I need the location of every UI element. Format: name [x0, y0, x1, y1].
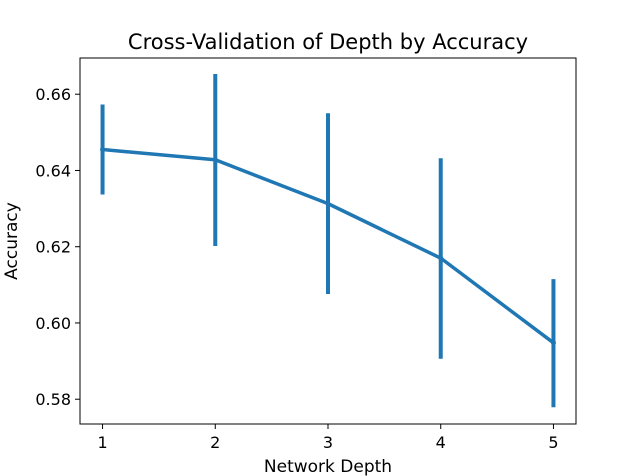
y-tick-label: 0.58 [35, 390, 71, 409]
data-point [100, 147, 106, 152]
x-tick-label: 3 [323, 433, 333, 452]
x-axis-title: Network Depth [264, 457, 392, 476]
y-tick-label: 0.62 [35, 238, 71, 257]
x-tick-label: 1 [97, 433, 107, 452]
x-tick-label: 2 [210, 433, 220, 452]
chart-title: Cross-Validation of Depth by Accuracy [128, 30, 528, 54]
data-point [212, 157, 218, 163]
y-tick-label: 0.64 [35, 161, 71, 180]
x-tick-label: 5 [548, 433, 558, 452]
x-tick-label: 4 [436, 433, 446, 452]
y-tick-label: 0.60 [35, 314, 71, 333]
data-point [550, 340, 556, 346]
y-tick-label: 0.66 [35, 85, 71, 104]
plot-area [100, 74, 556, 408]
axes: 1 2 3 4 5 0.58 0.60 0.62 0.64 0.66 [35, 85, 558, 452]
data-point [438, 255, 444, 261]
data-point [325, 201, 331, 207]
y-axis-title: Accuracy [2, 202, 22, 280]
